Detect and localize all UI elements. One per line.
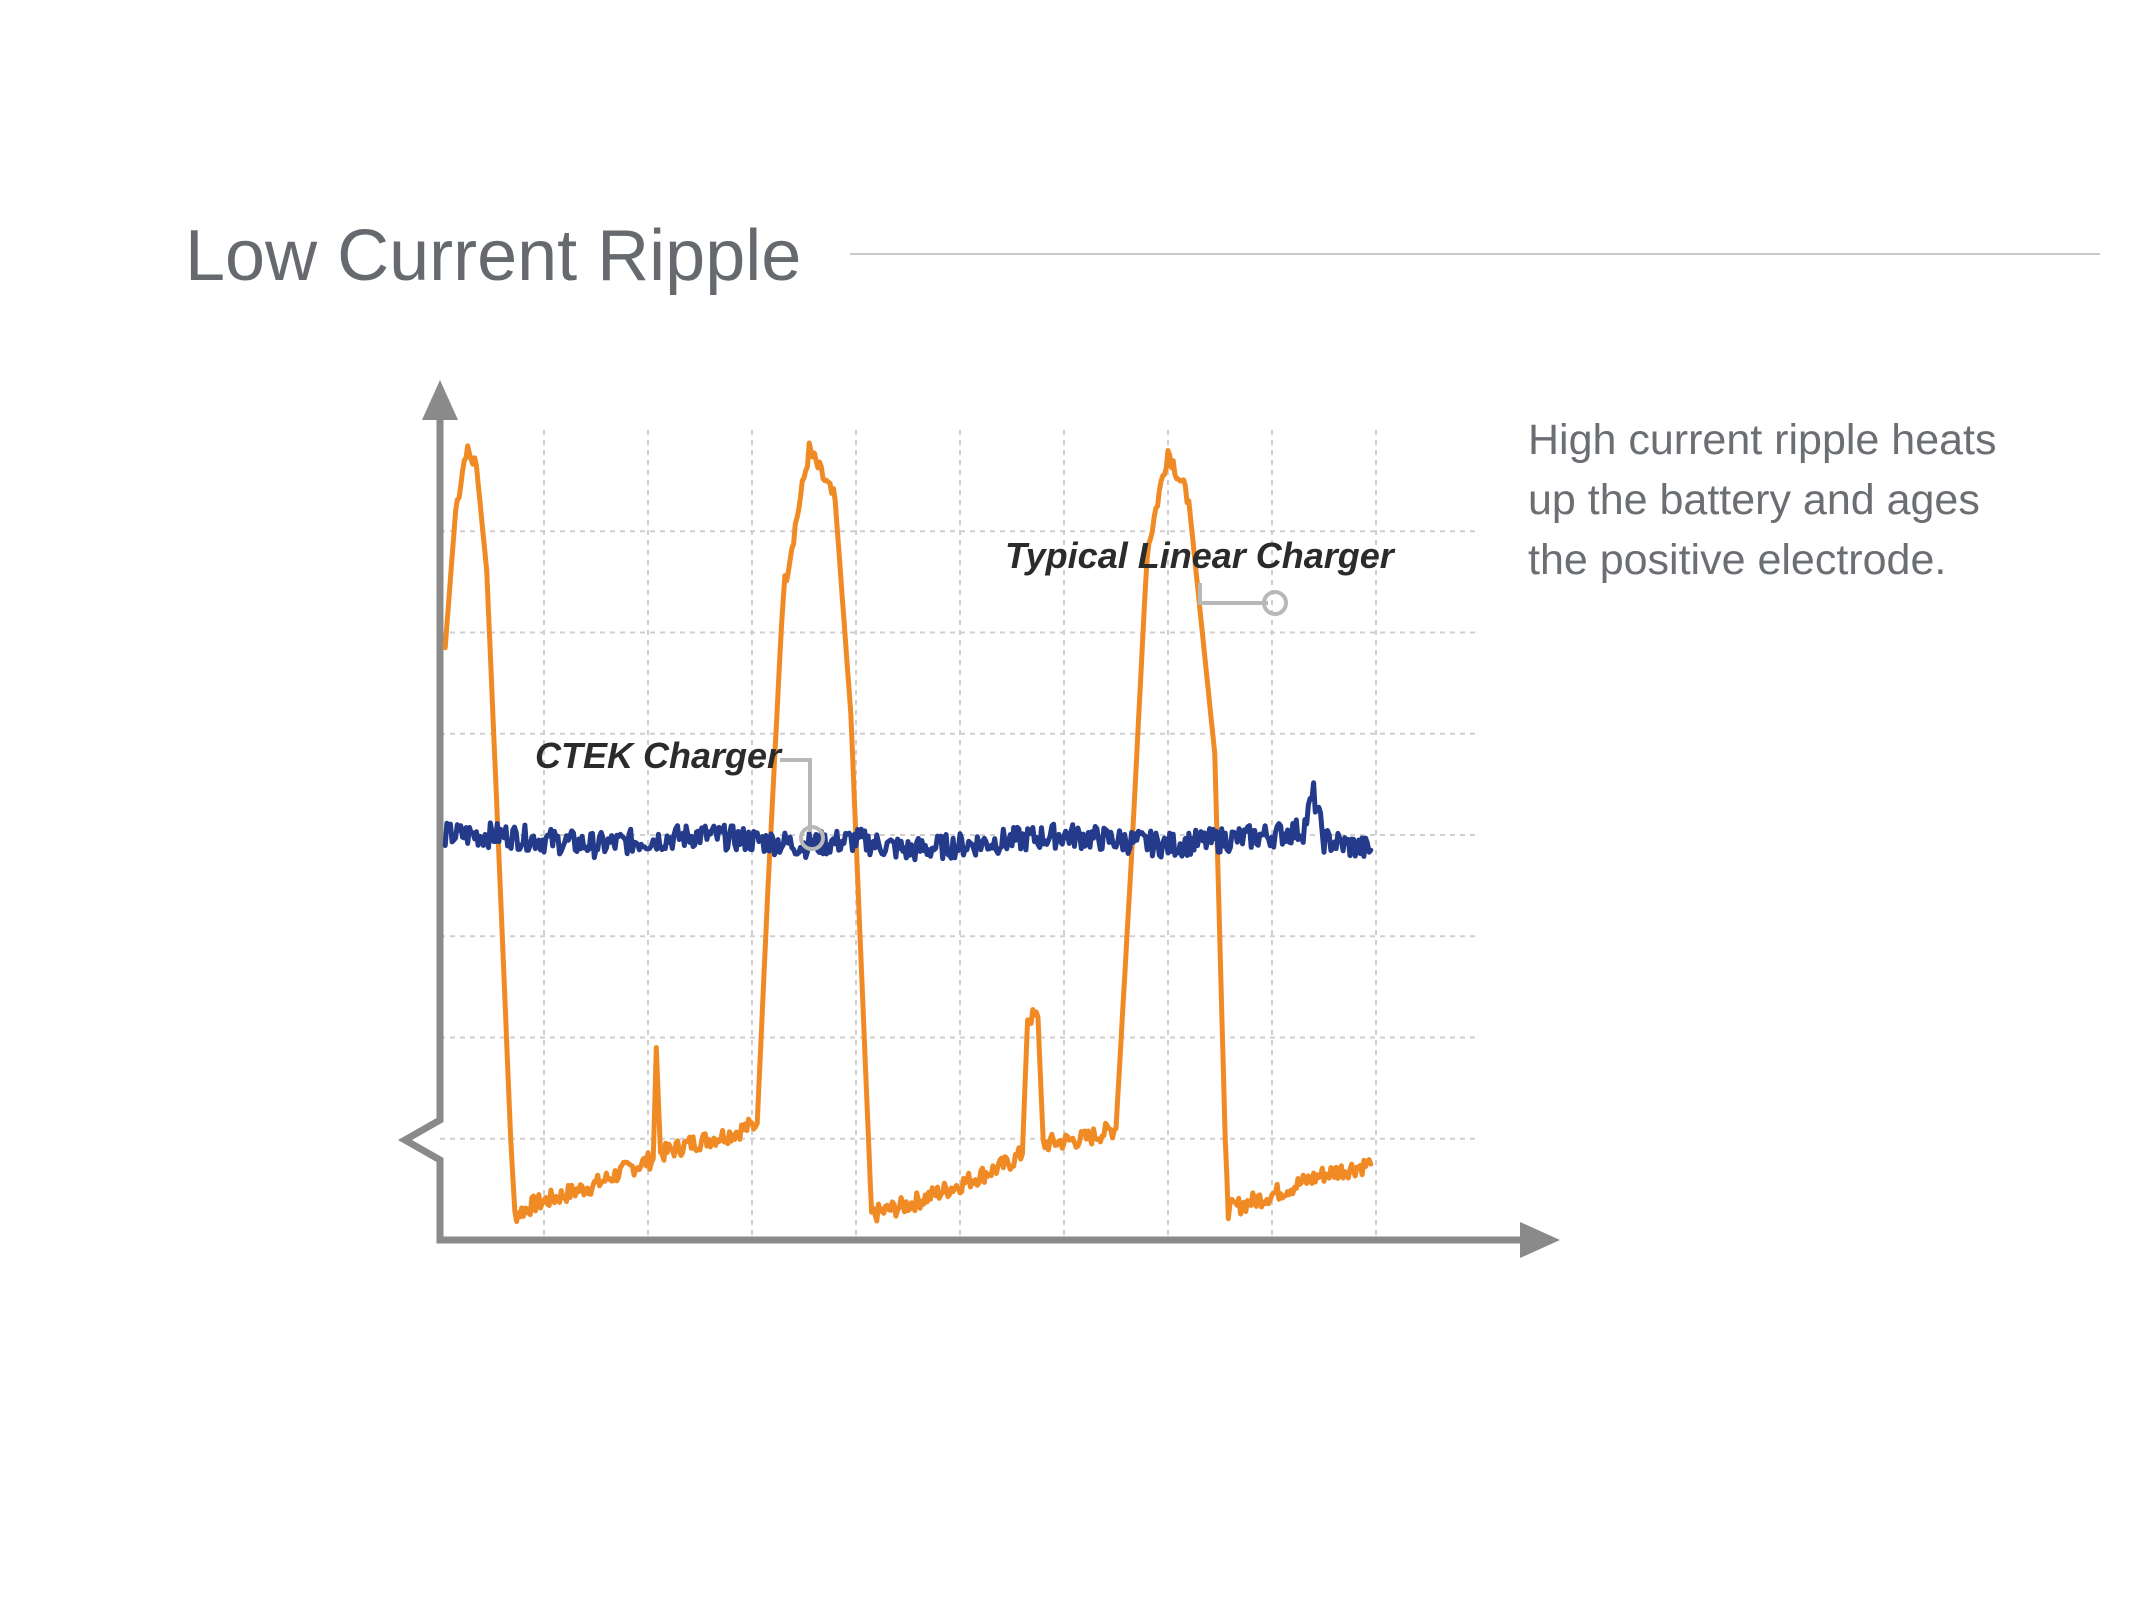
- title-divider: [850, 253, 2100, 255]
- series-linear-charger-line: [442, 440, 1374, 1224]
- annotation-marker: [799, 825, 825, 851]
- description-line: up the battery and ages: [1528, 476, 1980, 524]
- annotation-linear-charger-label: Typical Linear Charger: [1005, 535, 1396, 576]
- annotation-ctek-charger-label: CTEK Charger: [535, 735, 783, 776]
- series-layer: [442, 440, 1374, 1224]
- y-axis-arrow: [422, 380, 458, 420]
- page-title: Low Current Ripple: [185, 216, 802, 296]
- annotations: Typical Linear Charger CTEK Charger: [535, 535, 1396, 851]
- series-ctek-charger-line: [442, 780, 1374, 863]
- description-text: High current ripple heats up the battery…: [1528, 410, 2088, 590]
- annotation-marker: [1262, 590, 1288, 616]
- description-line: the positive electrode.: [1528, 536, 1947, 584]
- axes: [397, 380, 1560, 1258]
- annotation-leader-line: [1198, 583, 1268, 605]
- y-axis-line: [397, 410, 1520, 1244]
- grid-lines: [440, 430, 1480, 1240]
- x-axis-arrow: [1520, 1222, 1560, 1258]
- description-line: High current ripple heats: [1528, 416, 1997, 464]
- annotation-leader-line: [780, 758, 812, 832]
